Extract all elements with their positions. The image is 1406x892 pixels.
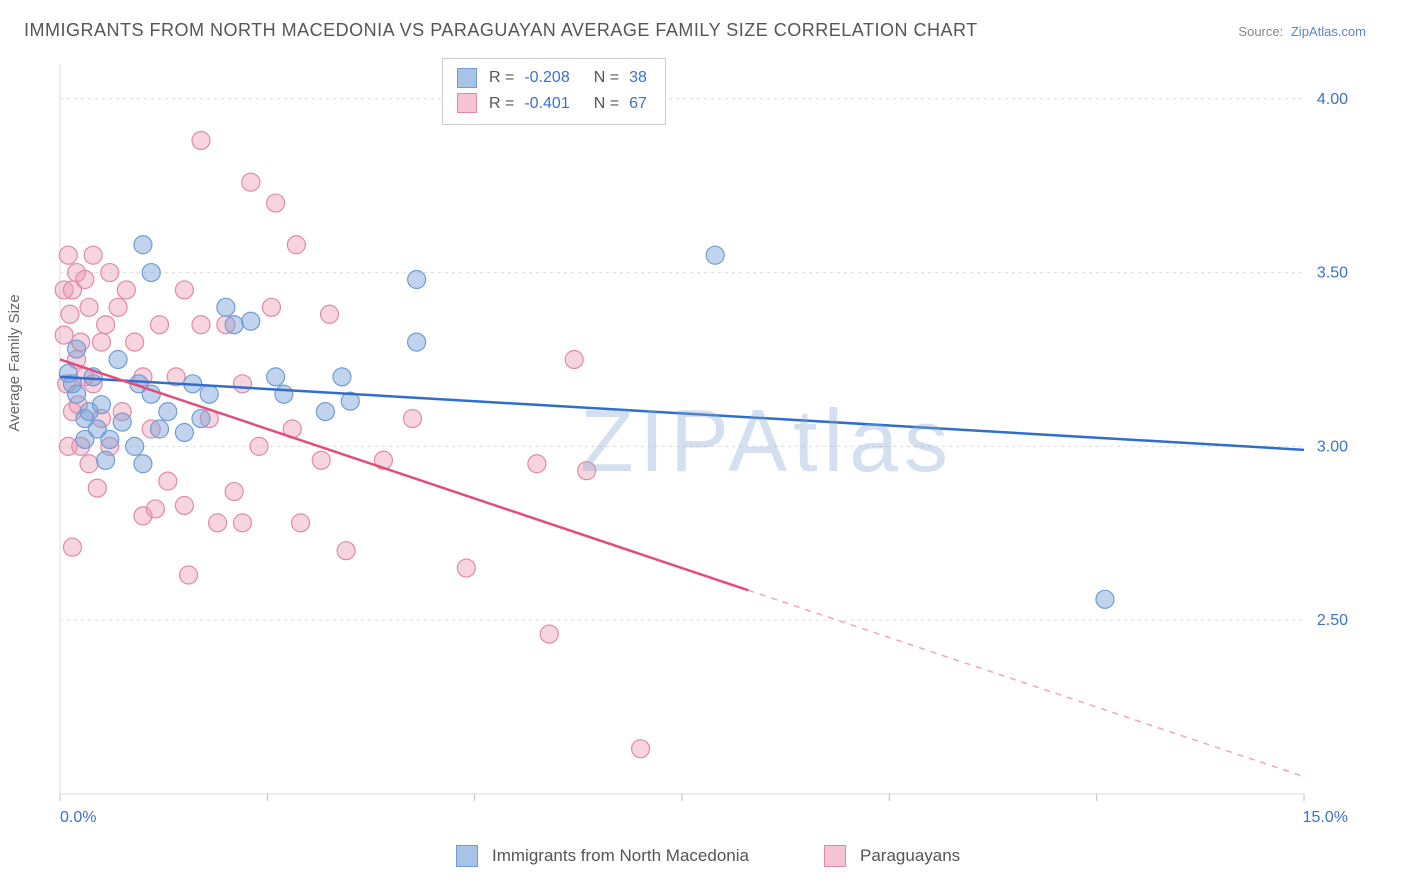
svg-text:4.00: 4.00 [1317,91,1348,108]
chart-title: IMMIGRANTS FROM NORTH MACEDONIA VS PARAG… [24,20,978,41]
legend-label-paraguayans: Paraguayans [860,846,960,866]
legend-swatch-paraguayans [824,845,846,867]
svg-text:3.50: 3.50 [1317,265,1348,282]
legend-item-paraguayans: Paraguayans [824,845,960,867]
svg-text:15.0%: 15.0% [1303,809,1348,826]
swatch-macedonia [457,68,477,88]
stats-row-macedonia: R =-0.208N =38 [457,65,651,91]
source-link[interactable]: ZipAtlas.com [1291,24,1366,39]
stats-row-paraguayans: R =-0.401N =67 [457,91,651,117]
legend-item-macedonia: Immigrants from North Macedonia [456,845,749,867]
source-label: Source: ZipAtlas.com [1238,24,1366,39]
y-axis-label: Average Family Size [6,294,23,431]
chart-area: 2.50 3.00 3.50 4.00 0.0% 15.0% [24,54,1386,844]
legend-label-macedonia: Immigrants from North Macedonia [492,846,749,866]
source-prefix: Source: [1238,24,1283,39]
correlation-stats-box: R =-0.208N =38R =-0.401N =67 [442,58,666,125]
svg-text:0.0%: 0.0% [60,809,96,826]
svg-text:3.00: 3.00 [1317,438,1348,455]
swatch-paraguayans [457,93,477,113]
legend-swatch-macedonia [456,845,478,867]
scatter-chart: 2.50 3.00 3.50 4.00 0.0% 15.0% [24,54,1364,834]
svg-text:2.50: 2.50 [1317,612,1348,629]
